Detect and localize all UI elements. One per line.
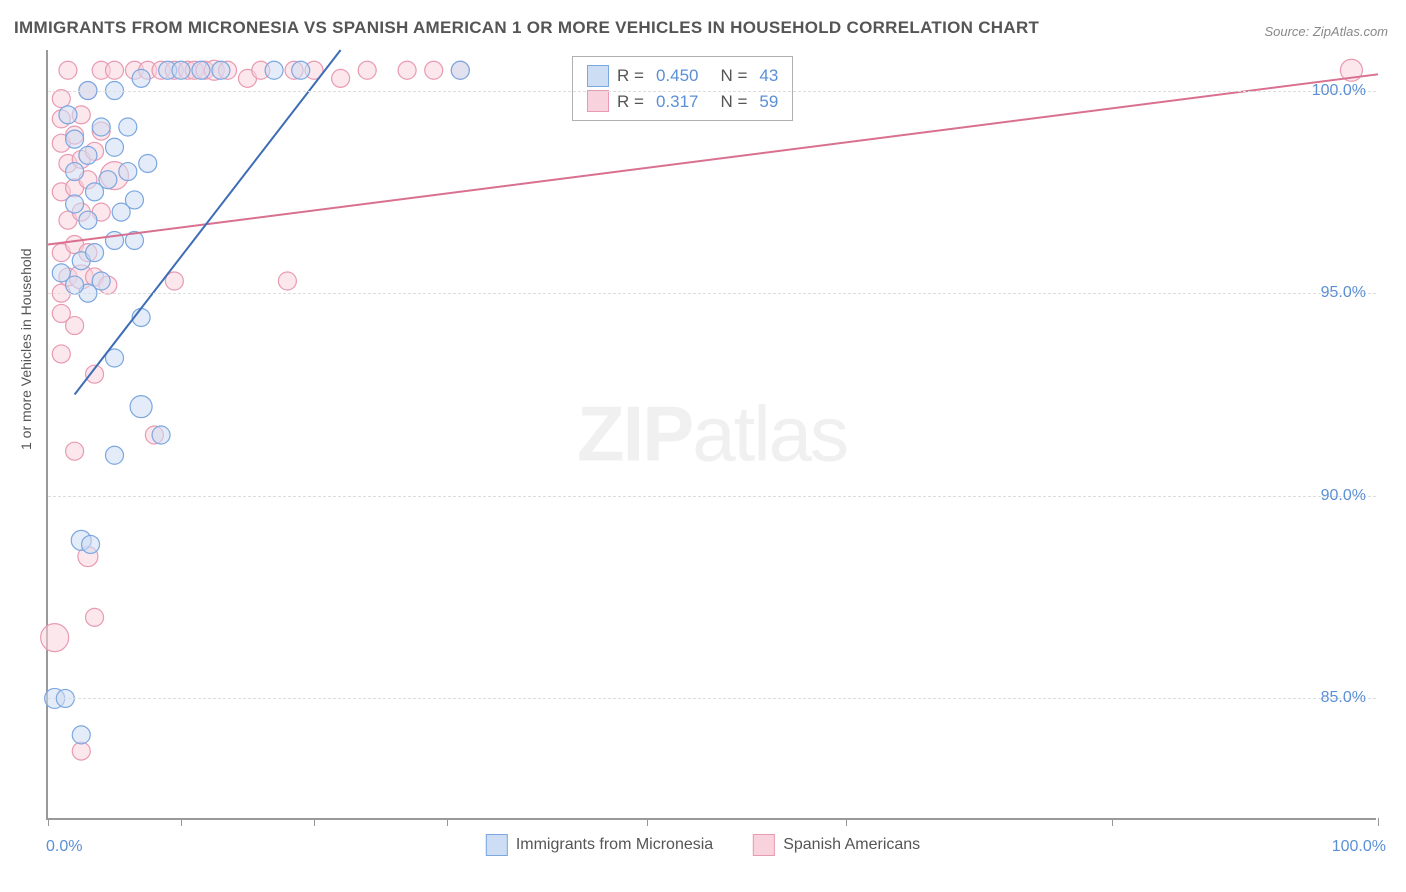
xtick bbox=[314, 818, 315, 826]
gridline bbox=[48, 698, 1376, 699]
x-end-label: 100.0% bbox=[1332, 838, 1386, 856]
bottom-legend: Immigrants from Micronesia Spanish Ameri… bbox=[486, 834, 920, 856]
stats-row-1: R = 0.450 N = 43 bbox=[587, 63, 778, 89]
n-label-2: N = bbox=[720, 89, 747, 115]
legend-item-2: Spanish Americans bbox=[753, 834, 920, 856]
gridline bbox=[48, 91, 1376, 92]
legend-swatch-blue-icon bbox=[486, 834, 508, 856]
xtick bbox=[1112, 818, 1113, 826]
gridline bbox=[48, 496, 1376, 497]
r-value-2: 0.317 bbox=[656, 89, 699, 115]
plot-area: ZIPatlas R = 0.450 N = 43 R = 0.317 N = … bbox=[46, 50, 1376, 820]
ytick-label: 100.0% bbox=[1312, 82, 1366, 100]
xtick bbox=[846, 818, 847, 826]
xtick bbox=[1378, 818, 1379, 826]
stats-legend: R = 0.450 N = 43 R = 0.317 N = 59 bbox=[572, 56, 793, 121]
swatch-pink-icon bbox=[587, 90, 609, 112]
source-label: Source: ZipAtlas.com bbox=[1264, 24, 1388, 39]
xtick bbox=[447, 818, 448, 826]
n-value-1: 43 bbox=[759, 63, 778, 89]
legend-label-1: Immigrants from Micronesia bbox=[516, 836, 713, 854]
chart-title: IMMIGRANTS FROM MICRONESIA VS SPANISH AM… bbox=[14, 18, 1039, 38]
n-label-1: N = bbox=[720, 63, 747, 89]
xtick bbox=[181, 818, 182, 826]
r-label-2: R = bbox=[617, 89, 644, 115]
y-axis-label: 1 or more Vehicles in Household bbox=[18, 248, 34, 450]
gridline bbox=[48, 293, 1376, 294]
xtick bbox=[647, 818, 648, 826]
r-value-1: 0.450 bbox=[656, 63, 699, 89]
ytick-label: 90.0% bbox=[1321, 487, 1366, 505]
swatch-blue-icon bbox=[587, 65, 609, 87]
ytick-label: 85.0% bbox=[1321, 689, 1366, 707]
stats-row-2: R = 0.317 N = 59 bbox=[587, 89, 778, 115]
legend-label-2: Spanish Americans bbox=[783, 836, 920, 854]
n-value-2: 59 bbox=[759, 89, 778, 115]
ytick-label: 95.0% bbox=[1321, 284, 1366, 302]
xtick bbox=[48, 818, 49, 826]
r-label-1: R = bbox=[617, 63, 644, 89]
x-start-label: 0.0% bbox=[46, 838, 82, 856]
scatter-svg bbox=[48, 50, 1376, 818]
legend-swatch-pink-icon bbox=[753, 834, 775, 856]
legend-item-1: Immigrants from Micronesia bbox=[486, 834, 713, 856]
